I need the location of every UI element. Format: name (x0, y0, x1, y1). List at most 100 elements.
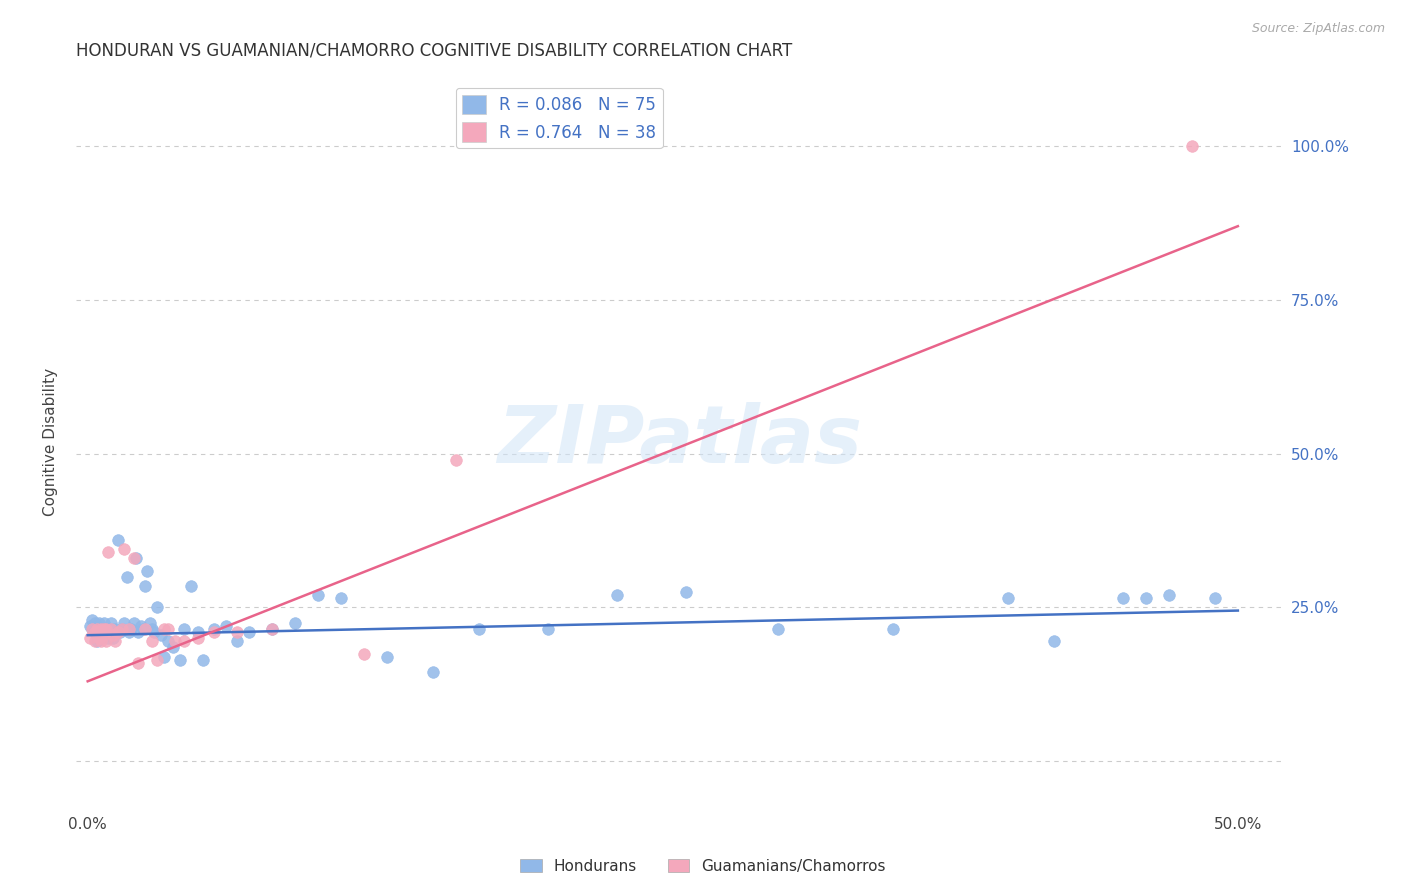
Point (134, 579, 156, 593)
Point (152, 622, 174, 636)
Point (82, 613, 104, 627)
Text: HONDURAN VS GUAMANIAN/CHAMORRO COGNITIVE DISABILITY CORRELATION CHART: HONDURAN VS GUAMANIAN/CHAMORRO COGNITIVE… (76, 42, 793, 60)
Point (129, 619, 152, 633)
Point (127, 656, 149, 670)
Point (97, 545, 120, 559)
Point (101, 625, 124, 640)
Point (260, 622, 283, 636)
Point (1135, 591, 1157, 606)
Point (173, 622, 195, 636)
Point (104, 634, 127, 648)
Point (145, 600, 167, 615)
Point (89, 632, 111, 646)
Point (107, 625, 129, 640)
Point (226, 625, 249, 640)
Point (82, 622, 104, 636)
Point (134, 622, 156, 636)
Point (90, 622, 112, 636)
Point (1157, 588, 1180, 602)
Point (86, 628, 108, 642)
Point (90, 632, 112, 646)
Point (93, 628, 115, 642)
Point (100, 615, 122, 630)
Point (169, 653, 191, 667)
Legend: Hondurans, Guamanians/Chamorros: Hondurans, Guamanians/Chamorros (515, 853, 891, 880)
Point (93, 622, 115, 636)
Point (83, 625, 105, 640)
Point (97, 625, 120, 640)
Point (122, 551, 145, 566)
Point (882, 622, 904, 636)
Point (1181, 139, 1204, 153)
Point (284, 615, 307, 630)
Point (122, 615, 145, 630)
Point (1112, 591, 1135, 606)
Point (108, 625, 131, 640)
Point (180, 579, 202, 593)
Point (107, 533, 129, 547)
Point (114, 542, 136, 557)
Point (93, 615, 115, 630)
Point (191, 653, 214, 667)
Point (101, 632, 124, 646)
Point (766, 622, 789, 636)
Point (89, 625, 111, 640)
Point (997, 591, 1019, 606)
Point (86, 619, 108, 633)
Point (238, 625, 260, 640)
Point (157, 634, 180, 648)
Point (89, 622, 111, 636)
Point (260, 622, 283, 636)
Point (202, 625, 225, 640)
Point (150, 628, 173, 642)
Point (145, 653, 167, 667)
Point (93, 628, 115, 642)
Text: ZIPatlas: ZIPatlas (498, 402, 862, 481)
Point (100, 622, 122, 636)
Point (141, 622, 163, 636)
Point (89, 615, 111, 630)
Point (104, 622, 127, 636)
Point (90, 622, 112, 636)
Point (111, 622, 134, 636)
Point (111, 622, 134, 636)
Point (675, 585, 697, 599)
Point (83, 625, 105, 640)
Point (94, 622, 117, 636)
Point (89, 628, 111, 642)
Point (152, 649, 174, 664)
Point (422, 665, 444, 679)
Point (307, 588, 329, 602)
Point (83, 634, 105, 648)
Point (83, 622, 105, 636)
Point (136, 564, 159, 578)
Point (162, 640, 184, 655)
Point (329, 591, 352, 606)
Point (173, 634, 195, 648)
Point (125, 551, 148, 566)
Point (86, 622, 108, 636)
Point (1043, 634, 1066, 648)
Point (165, 634, 187, 648)
Point (115, 570, 138, 584)
Point (139, 615, 162, 630)
Point (82, 622, 104, 636)
Point (93, 622, 115, 636)
Point (537, 622, 560, 636)
Point (100, 622, 122, 636)
Point (157, 622, 180, 636)
Point (187, 632, 209, 646)
Point (141, 634, 163, 648)
Point (202, 622, 225, 636)
Point (143, 625, 166, 640)
Legend: R = 0.086   N = 75, R = 0.764   N = 38: R = 0.086 N = 75, R = 0.764 N = 38 (456, 88, 662, 148)
Point (1204, 591, 1226, 606)
Point (120, 622, 142, 636)
Point (215, 619, 238, 633)
Text: Source: ZipAtlas.com: Source: ZipAtlas.com (1251, 22, 1385, 36)
Point (90, 625, 112, 640)
Point (86, 634, 108, 648)
Point (97, 632, 120, 646)
Point (79, 619, 101, 633)
Point (375, 649, 398, 664)
